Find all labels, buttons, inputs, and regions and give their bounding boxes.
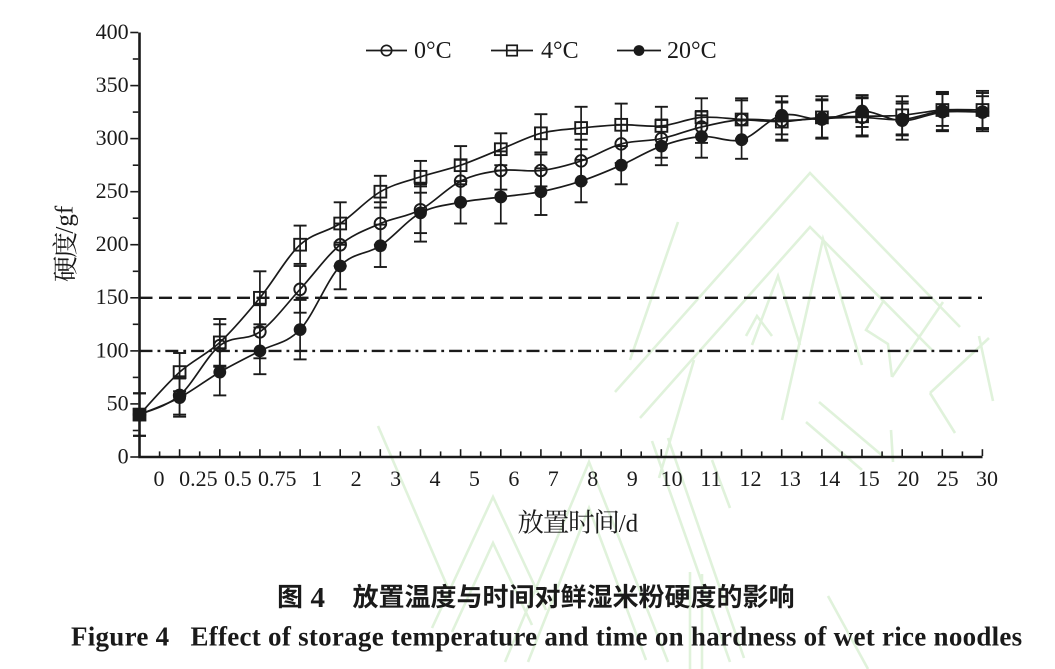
svg-text:2: 2 (351, 466, 362, 491)
svg-text:400: 400 (96, 19, 129, 44)
svg-text:4: 4 (311, 582, 326, 614)
svg-text:/gf: /gf (52, 205, 79, 233)
svg-text:4: 4 (430, 466, 441, 491)
svg-text:3: 3 (390, 466, 401, 491)
svg-text:6: 6 (508, 466, 519, 491)
svg-text:/d: /d (619, 511, 639, 538)
svg-text:13: 13 (779, 466, 801, 491)
svg-text:25: 25 (937, 466, 959, 491)
svg-text:0°C: 0°C (414, 38, 452, 64)
svg-text:0: 0 (118, 443, 129, 468)
svg-text:7: 7 (548, 466, 559, 491)
svg-text:0: 0 (154, 466, 165, 491)
svg-text:20: 20 (897, 466, 919, 491)
svg-text:11: 11 (700, 466, 721, 491)
svg-text:0.75: 0.75 (258, 466, 297, 491)
svg-text:15: 15 (858, 466, 880, 491)
svg-text:9: 9 (627, 466, 638, 491)
svg-text:4°C: 4°C (541, 38, 579, 64)
svg-text:20°C: 20°C (667, 38, 717, 64)
svg-text:12: 12 (740, 466, 762, 491)
svg-text:1: 1 (311, 466, 322, 491)
svg-text:50: 50 (107, 390, 129, 415)
svg-text:30: 30 (976, 466, 998, 491)
svg-text:14: 14 (818, 466, 840, 491)
svg-text:100: 100 (96, 337, 129, 362)
svg-text:250: 250 (96, 178, 129, 203)
svg-text:Figure 4 Effect of storage t: Figure 4 Effect of storage temperature a… (71, 622, 1022, 652)
svg-text:300: 300 (96, 125, 129, 150)
svg-text:0.5: 0.5 (224, 466, 252, 491)
svg-text:200: 200 (96, 231, 129, 256)
svg-text:10: 10 (661, 466, 683, 491)
svg-text:8: 8 (587, 466, 598, 491)
svg-text:350: 350 (96, 72, 129, 97)
svg-text:150: 150 (96, 284, 129, 309)
svg-text:5: 5 (469, 466, 480, 491)
svg-text:0.25: 0.25 (179, 466, 218, 491)
